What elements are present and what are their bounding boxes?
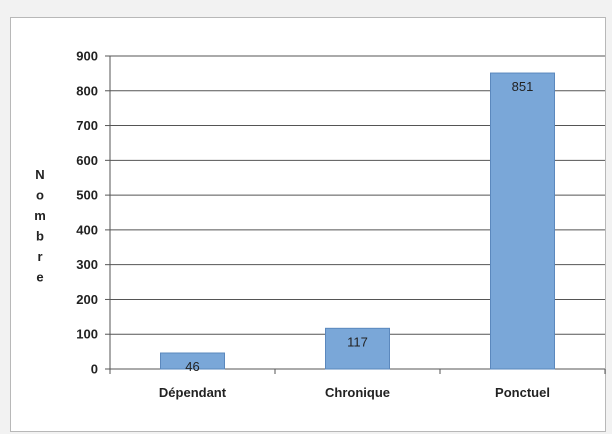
y-tick-label: 0 <box>91 362 98 377</box>
bar-chronique <box>325 327 390 370</box>
y-tick-labels: 0 100 200 300 400 500 600 700 800 900 <box>76 49 98 377</box>
bars <box>160 72 555 370</box>
category-label: Ponctuel <box>495 385 550 400</box>
y-tick-label: 800 <box>76 83 98 98</box>
data-label: 851 <box>512 79 534 94</box>
y-tick-label: 200 <box>76 292 98 307</box>
y-tick-label: 600 <box>76 153 98 168</box>
y-tick-label: 900 <box>76 49 98 64</box>
y-axis-label-letter: N <box>35 167 44 182</box>
y-tick-label: 300 <box>76 257 98 272</box>
bar-dépendant <box>160 352 225 370</box>
y-axis-label-letter: e <box>36 270 43 285</box>
y-tick-label: 500 <box>76 188 98 203</box>
y-axis-label-letter: b <box>36 229 44 244</box>
y-tick-label: 400 <box>76 222 98 237</box>
data-labels: 46 117 851 <box>185 79 533 374</box>
y-axis-label-letter: o <box>36 188 44 203</box>
data-label: 46 <box>185 359 199 374</box>
category-labels: Dépendant Chronique Ponctuel <box>159 385 550 400</box>
y-tick-label: 100 <box>76 327 98 342</box>
category-label: Chronique <box>325 385 390 400</box>
y-tick-label: 700 <box>76 118 98 133</box>
category-label: Dépendant <box>159 385 227 400</box>
bar-ponctuel <box>490 72 555 370</box>
y-axis-label-letter: m <box>34 208 46 223</box>
data-label: 117 <box>347 334 368 349</box>
y-axis-label-letter: r <box>37 249 42 264</box>
